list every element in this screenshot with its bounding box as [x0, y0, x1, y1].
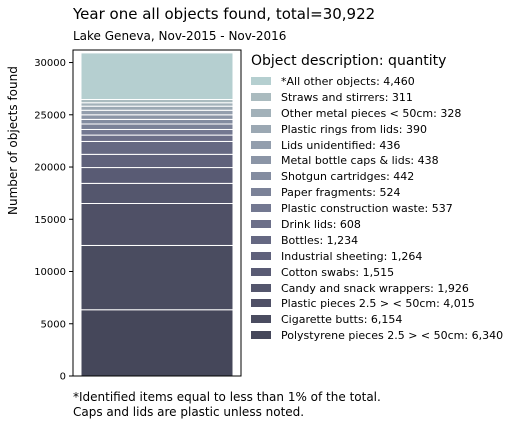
- legend-label: Cotton swabs: 1,515: [281, 265, 395, 279]
- legend: *All other objects: 4,460 Straws and stir…: [251, 74, 509, 344]
- legend-swatch: [251, 315, 271, 324]
- bar-segment-9: [80, 128, 234, 136]
- legend-swatch: [251, 267, 271, 276]
- legend-label: Drink lids: 608: [281, 218, 361, 232]
- legend-label: Straws and stirrers: 311: [281, 90, 413, 104]
- legend-label: Plastic rings from lids: 390: [281, 122, 427, 136]
- legend-label: Paper fragments: 524: [281, 186, 401, 200]
- legend-swatch: [251, 172, 271, 181]
- legend-item: Drink lids: 608: [251, 217, 509, 233]
- legend-label: Bottles: 1,234: [281, 233, 359, 247]
- bar-segment-5: [80, 167, 234, 184]
- bar-stack: [80, 52, 234, 377]
- legend-item: Straws and stirrers: 311: [251, 90, 509, 106]
- legend-item: Plastic rings from lids: 390: [251, 122, 509, 138]
- legend-label: Plastic pieces 2.5 > < 50cm: 4,015: [281, 297, 475, 311]
- legend-swatch: [251, 235, 271, 244]
- legend-item: Candy and snack wrappers: 1,926: [251, 281, 509, 297]
- legend-swatch: [251, 299, 271, 308]
- legend-item: Shotgun cartridges: 442: [251, 169, 509, 185]
- chart-title: Year one all objects found, total=30,922: [73, 5, 376, 23]
- y-tick-label: 5000: [41, 319, 66, 330]
- legend-item: Plastic pieces 2.5 > < 50cm: 4,015: [251, 296, 509, 312]
- legend-item: *All other objects: 4,460: [251, 74, 509, 90]
- y-tick-label: 0: [60, 372, 66, 383]
- legend-swatch: [251, 156, 271, 165]
- legend-item: Metal bottle caps & lids: 438: [251, 153, 509, 169]
- legend-swatch: [251, 92, 271, 101]
- y-tick-label: 30000: [34, 58, 66, 69]
- legend-swatch: [251, 140, 271, 149]
- bar-segment-6: [80, 153, 234, 169]
- legend-label: Plastic construction waste: 537: [281, 202, 453, 216]
- legend-title: Object description: quantity: [251, 53, 447, 69]
- legend-item: Industrial sheeting: 1,264: [251, 249, 509, 265]
- legend-item: Cigarette butts: 6,154: [251, 312, 509, 328]
- legend-swatch: [251, 251, 271, 260]
- bar-segment-11: [80, 118, 234, 125]
- legend-swatch: [251, 77, 271, 85]
- legend-swatch: [251, 124, 271, 133]
- bar-segment-13: [80, 109, 234, 116]
- bar-segment-3: [80, 203, 234, 246]
- y-axis: 0 5000 10000 15000 20000 25000 30000: [34, 58, 73, 383]
- legend-label: Polystyrene pieces 2.5 > < 50cm: 6,340: [281, 329, 504, 343]
- legend-item: Bottles: 1,234: [251, 233, 509, 249]
- legend-label: Candy and snack wrappers: 1,926: [281, 281, 469, 295]
- bar-segment-8: [80, 134, 234, 142]
- footnote-line-1: *Identified items equal to less than 1% …: [73, 390, 381, 404]
- legend-label: Lids unidentified: 436: [281, 138, 401, 152]
- legend-item: Lids unidentified: 436: [251, 138, 509, 154]
- bar-segment-2: [80, 244, 234, 311]
- bar-segment-17: [80, 52, 234, 101]
- chart-subtitle: Lake Geneva, Nov-2015 - Nov-2016: [73, 29, 287, 43]
- legend-item: Paper fragments: 524: [251, 185, 509, 201]
- legend-label: Cigarette butts: 6,154: [281, 313, 403, 327]
- legend-label: Industrial sheeting: 1,264: [281, 249, 423, 263]
- plot-frame: [72, 49, 242, 377]
- legend-label: Other metal pieces < 50cm: 328: [281, 106, 462, 120]
- bar-segment-15: [80, 102, 234, 107]
- bar-segment-12: [80, 114, 234, 120]
- legend-swatch: [251, 220, 271, 229]
- legend-label: *All other objects: 4,460: [281, 75, 415, 88]
- y-axis-title: Number of objects found: [6, 66, 20, 215]
- legend-item: Cotton swabs: 1,515: [251, 265, 509, 281]
- legend-label: Metal bottle caps & lids: 438: [281, 154, 439, 168]
- legend-item: Plastic construction waste: 537: [251, 201, 509, 217]
- y-tick-label: 10000: [34, 267, 66, 278]
- bar-segment-14: [80, 105, 234, 111]
- legend-swatch: [251, 108, 271, 117]
- y-tick-label: 25000: [34, 110, 66, 121]
- bar-segment-7: [80, 140, 234, 155]
- legend-item: Polystyrene pieces 2.5 > < 50cm: 6,340: [251, 328, 509, 344]
- footnote-line-2: Caps and lids are plastic unless noted.: [73, 405, 305, 419]
- legend-swatch: [251, 283, 271, 292]
- legend-swatch: [251, 331, 271, 340]
- bar-segment-10: [80, 123, 234, 130]
- bar-segment-1: [80, 309, 234, 377]
- y-tick-label: 20000: [34, 163, 66, 174]
- legend-label: Shotgun cartridges: 442: [281, 170, 415, 184]
- footnote: *Identified items equal to less than 1% …: [73, 390, 381, 420]
- bar-segment-4: [80, 182, 234, 205]
- y-tick-label: 15000: [34, 215, 66, 226]
- legend-item: Other metal pieces < 50cm: 328: [251, 106, 509, 122]
- legend-swatch: [251, 204, 271, 213]
- legend-swatch: [251, 188, 271, 197]
